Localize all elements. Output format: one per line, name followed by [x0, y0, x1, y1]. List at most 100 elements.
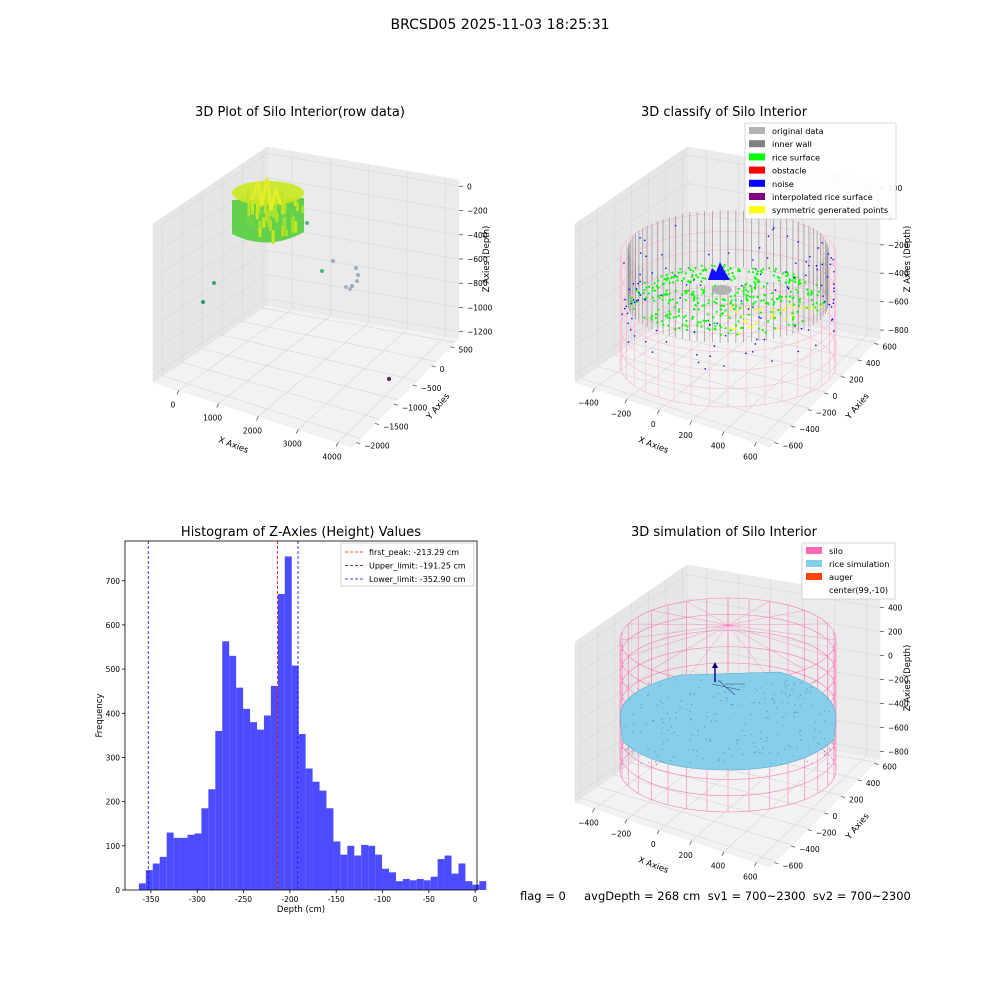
- surface-texture: [681, 707, 683, 709]
- surface-texture: [803, 697, 806, 700]
- y-tick-label: −200: [816, 829, 837, 838]
- surface-texture: [692, 734, 695, 737]
- noise-point: [645, 255, 647, 258]
- histogram-bar: [180, 837, 188, 890]
- x-tick: [656, 829, 660, 835]
- surface-texture: [800, 682, 803, 684]
- classified-point: [702, 288, 706, 292]
- classified-point: [751, 271, 755, 274]
- noise-point: [693, 331, 696, 333]
- classified-point: [745, 296, 748, 299]
- classified-point: [773, 301, 776, 304]
- classified-point: [727, 269, 730, 272]
- classified-point: [752, 267, 755, 270]
- noise-point: [643, 239, 646, 242]
- surface-texture: [791, 755, 794, 757]
- grid-line: [152, 274, 460, 352]
- surface-column: [281, 224, 285, 237]
- surface-texture: [799, 694, 802, 696]
- noise-point: [651, 351, 654, 353]
- noise-point: [832, 258, 834, 261]
- classified-point: [673, 306, 676, 309]
- x-tick: [689, 840, 692, 846]
- classified-point: [651, 286, 655, 289]
- x-tick-label: -300: [189, 895, 206, 904]
- classified-point: [811, 303, 815, 306]
- x-tick: [176, 390, 180, 395]
- noise-point: [763, 338, 766, 341]
- z-tick-label: −800: [888, 326, 909, 335]
- x-tick: [656, 409, 660, 415]
- classified-point: [704, 277, 707, 280]
- z-tick-label: −800: [888, 748, 909, 757]
- classified-point: [809, 307, 812, 310]
- classified-point: [810, 290, 813, 293]
- classified-point: [722, 298, 725, 301]
- classified-point: [786, 274, 789, 277]
- x-tick-label: −200: [611, 829, 632, 838]
- classified-point: [672, 276, 675, 279]
- histogram-bar: [173, 837, 181, 890]
- surface-column: [295, 202, 299, 212]
- dome-spoke: [727, 600, 770, 626]
- classified-point: [679, 267, 682, 271]
- classified-point: [775, 297, 779, 301]
- classified-point: [681, 293, 684, 297]
- surface-texture: [799, 704, 801, 707]
- noise-point: [771, 360, 773, 362]
- legend-label: first_peak: -213.29 cm: [369, 548, 459, 557]
- classified-point: [816, 309, 819, 312]
- noise-point: [752, 306, 754, 308]
- surface-texture: [784, 693, 787, 695]
- noise-point: [704, 368, 707, 370]
- surface-texture: [659, 700, 662, 702]
- classified-point: [704, 319, 708, 323]
- classified-point: [687, 267, 690, 270]
- classified-point: [730, 299, 733, 302]
- classified-point: [750, 290, 754, 293]
- classified-point: [797, 298, 800, 302]
- classified-point: [691, 273, 694, 277]
- dome-spoke: [686, 624, 729, 679]
- surface-texture: [640, 707, 642, 709]
- classified-point: [660, 275, 663, 278]
- surface-texture: [798, 731, 801, 733]
- classified-point: [661, 320, 664, 323]
- surface-texture: [736, 739, 738, 741]
- surface-texture: [629, 699, 632, 701]
- noise-point: [833, 283, 835, 285]
- classified-point: [746, 299, 749, 302]
- surface-column: [291, 219, 295, 234]
- legend-label: rice surface: [772, 152, 820, 162]
- surface-texture: [773, 693, 776, 695]
- y-tick-label: −200: [816, 409, 837, 418]
- classified-point: [742, 315, 745, 318]
- legend-label: symmetric generated points: [772, 205, 888, 215]
- classified-point: [682, 277, 685, 280]
- classified-point: [651, 289, 654, 292]
- surface-texture: [806, 688, 808, 690]
- dome-spoke: [651, 624, 729, 670]
- classified-point: [736, 333, 739, 336]
- histogram-bar: [361, 844, 369, 890]
- classified-point: [695, 274, 698, 277]
- classified-point: [740, 302, 743, 305]
- surface-texture: [757, 749, 759, 751]
- surface-column: [258, 220, 262, 229]
- surface-texture: [663, 741, 665, 743]
- noise-point: [830, 306, 833, 308]
- y-tick-label: −600: [782, 442, 803, 451]
- surface-texture: [796, 711, 798, 714]
- noise-point: [745, 352, 747, 355]
- noise-point: [830, 257, 833, 259]
- x-axis-label: Depth (cm): [277, 905, 325, 915]
- data-point: [356, 273, 360, 277]
- surface-texture: [648, 682, 650, 684]
- classified-point: [694, 303, 697, 307]
- histogram-bar: [368, 845, 376, 890]
- surface-column: [255, 207, 259, 220]
- classified-point: [777, 308, 780, 312]
- raw-data-3d-plot: 010002000300040005000−500−1000−1500−2000…: [152, 105, 493, 461]
- classified-point: [819, 303, 822, 306]
- classified-point: [807, 291, 810, 294]
